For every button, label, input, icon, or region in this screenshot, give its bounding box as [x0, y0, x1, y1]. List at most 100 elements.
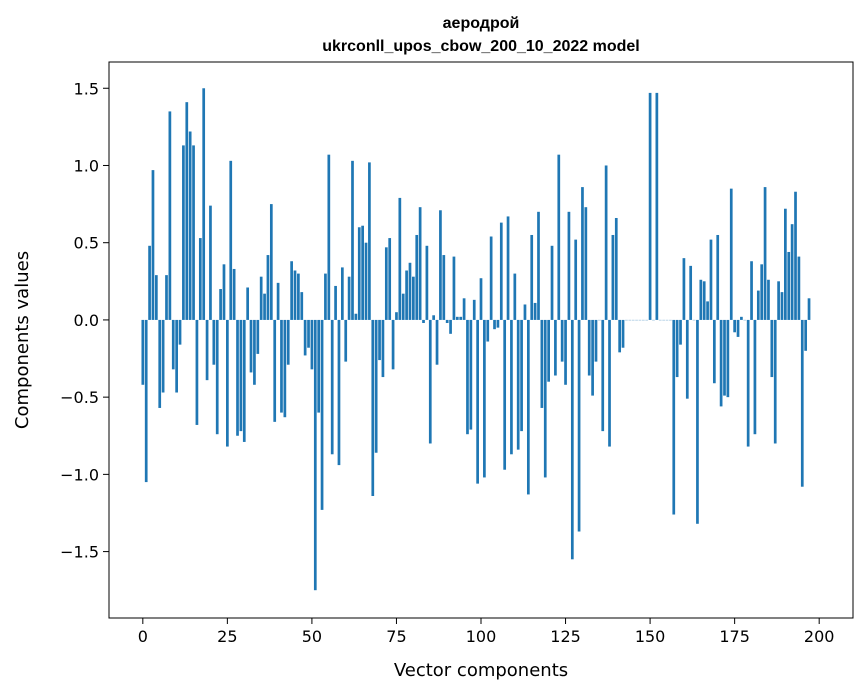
bar-85	[428, 319, 432, 444]
bar-187	[773, 319, 777, 444]
bar-89	[442, 255, 446, 320]
bar-174	[729, 188, 733, 320]
bar-82	[418, 207, 422, 320]
bar-185	[767, 279, 770, 320]
bar-33	[253, 319, 256, 385]
bar-112	[520, 319, 523, 432]
bar-34	[256, 319, 260, 354]
bar-57	[334, 285, 337, 320]
x-tick-label: 50	[302, 627, 322, 646]
bar-49	[307, 319, 310, 348]
bar-24	[222, 264, 226, 320]
bar-172	[723, 319, 726, 396]
bar-190	[784, 208, 787, 320]
bar-67	[368, 162, 371, 320]
bar-70	[378, 319, 381, 361]
bar-111	[516, 319, 520, 450]
bar-21	[212, 319, 216, 365]
bar-91	[449, 319, 452, 334]
bar-96	[466, 319, 469, 435]
bar-195	[800, 319, 804, 487]
bar-109	[510, 319, 513, 455]
bar-12	[182, 145, 185, 320]
bar-182	[756, 290, 760, 320]
bar-194	[797, 256, 801, 320]
bar-17	[198, 238, 202, 320]
bar-42	[283, 319, 287, 418]
bar-59	[340, 267, 344, 320]
bar-105	[496, 319, 500, 328]
bar-197	[807, 298, 811, 320]
bar-115	[530, 234, 534, 320]
bar-30	[242, 319, 246, 442]
y-tick-label: 1.5	[74, 79, 99, 98]
bar-88	[439, 210, 442, 320]
bar-10	[175, 319, 178, 393]
bar-29	[239, 319, 243, 432]
bar-50	[310, 319, 314, 370]
y-tick-label: −1.0	[60, 465, 99, 484]
x-tick-label: 25	[217, 627, 237, 646]
x-tick-label: 175	[719, 627, 750, 646]
bar-181	[753, 319, 757, 435]
bar-193	[794, 191, 797, 320]
bar-119	[543, 319, 547, 478]
x-tick-label: 125	[550, 627, 581, 646]
bar-23	[219, 289, 222, 320]
bar-84	[425, 245, 429, 320]
bar-2	[148, 245, 151, 320]
bar-128	[574, 239, 578, 320]
bar-93	[455, 316, 459, 320]
bar-150	[648, 92, 652, 320]
y-tick-label: 0.5	[74, 234, 99, 253]
y-tick-label: 1.0	[74, 156, 99, 175]
bar-99	[476, 319, 479, 484]
bar-11	[178, 319, 182, 345]
bar-5	[158, 319, 162, 408]
bar-131	[584, 207, 588, 320]
x-tick-label: 150	[635, 627, 666, 646]
x-tick-label: 0	[138, 627, 148, 646]
bar-137	[604, 165, 608, 320]
y-tick-label: 0.0	[74, 311, 99, 330]
bar-191	[787, 251, 791, 320]
bar-18	[202, 88, 206, 320]
x-tick-label: 100	[466, 627, 497, 646]
bar-127	[570, 319, 574, 560]
bar-15	[192, 145, 195, 320]
bar-170	[716, 234, 720, 320]
bar-124	[560, 319, 564, 362]
bar-54	[324, 273, 327, 320]
bar-74	[391, 319, 395, 370]
axis-ticks: 0 25 50 75 100 125 150 175 200 −1.5 −1.0 −0.5 0.0 0.5…	[60, 79, 834, 646]
bar-1	[144, 319, 148, 483]
bar-102	[486, 319, 490, 342]
bar-48	[303, 319, 307, 356]
bar-100	[479, 278, 483, 320]
bar-158	[675, 319, 679, 378]
bar-103	[489, 236, 493, 320]
bar-98	[472, 299, 476, 320]
bar-118	[540, 319, 544, 408]
bar-0	[141, 319, 145, 385]
bar-184	[763, 187, 767, 320]
bar-134	[594, 319, 598, 362]
bar-6	[161, 319, 165, 393]
bar-130	[581, 187, 584, 320]
bar-7	[165, 275, 168, 320]
bar-168	[709, 239, 713, 320]
bar-79	[408, 262, 412, 320]
bar-40	[276, 282, 280, 320]
bar-series	[141, 88, 811, 591]
bar-65	[361, 225, 364, 320]
y-tick-label: −0.5	[60, 388, 99, 407]
bar-86	[432, 315, 436, 320]
bar-35	[259, 276, 263, 320]
bar-31	[246, 287, 250, 320]
bar-53	[320, 319, 324, 510]
bar-167	[706, 301, 709, 320]
bar-26	[229, 160, 233, 320]
bar-138	[608, 319, 611, 447]
bar-157	[672, 319, 676, 515]
bar-121	[550, 245, 554, 320]
